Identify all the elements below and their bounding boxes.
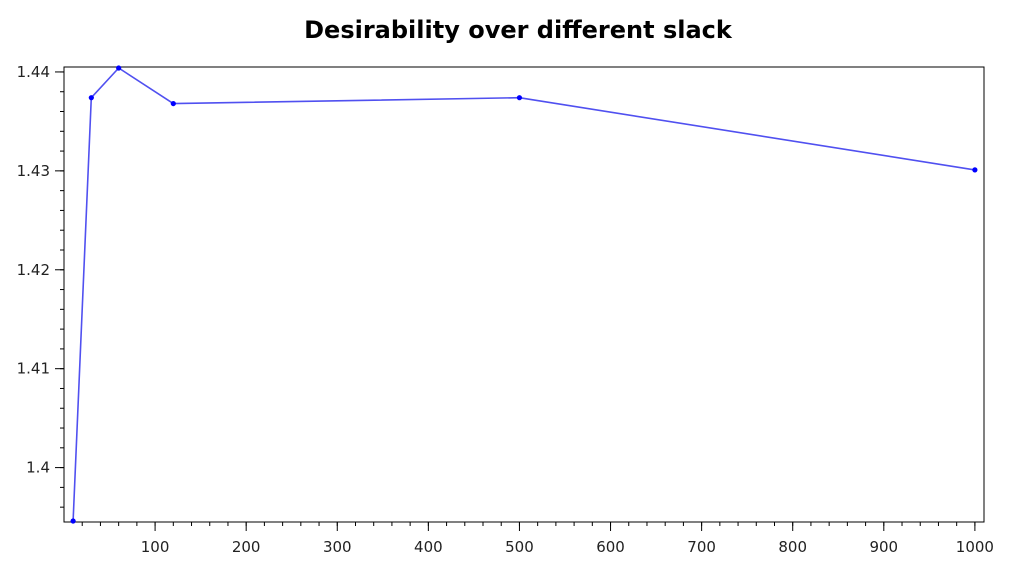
- x-tick-label: 900: [869, 538, 898, 556]
- x-tick-label: 800: [778, 538, 807, 556]
- x-tick-label: 600: [596, 538, 625, 556]
- x-tick-label: 700: [687, 538, 716, 556]
- plot-frame: [63, 66, 985, 523]
- y-tick-label: 1.44: [17, 63, 50, 81]
- data-point: [116, 65, 122, 71]
- chart-title: Desirability over different slack: [304, 16, 733, 44]
- series-line: [72, 67, 976, 522]
- x-tick-label: 500: [505, 538, 534, 556]
- data-point: [972, 167, 978, 173]
- y-tick-label: 1.42: [17, 261, 50, 279]
- x-tick-label: 200: [232, 538, 261, 556]
- x-tick-label: 300: [323, 538, 352, 556]
- x-tick-label: 1000: [956, 538, 994, 556]
- y-tick-label: 1.41: [17, 360, 50, 378]
- data-point: [170, 100, 176, 107]
- data-point: [516, 95, 523, 101]
- plot-area: 100 200 300 400 500 600 700 800 900 1000 1.4 1.41 1.…: [17, 63, 994, 556]
- y-tick-label: 1.4: [26, 459, 50, 477]
- data-point: [70, 518, 76, 524]
- x-tick-label: 400: [414, 538, 443, 556]
- y-tick-label: 1.43: [17, 162, 50, 180]
- data-point: [88, 95, 94, 101]
- x-tick-label: 100: [141, 538, 170, 556]
